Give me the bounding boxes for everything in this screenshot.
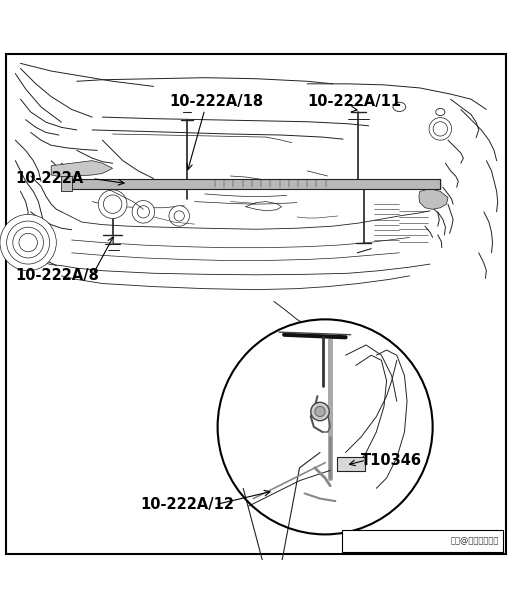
- Circle shape: [429, 117, 452, 140]
- Circle shape: [174, 211, 184, 221]
- Text: 10-222A: 10-222A: [15, 171, 83, 186]
- FancyBboxPatch shape: [342, 530, 503, 552]
- Circle shape: [218, 319, 433, 534]
- Ellipse shape: [436, 108, 445, 116]
- Polygon shape: [419, 189, 448, 209]
- Text: 10-222A/11: 10-222A/11: [307, 94, 401, 109]
- Text: T10346: T10346: [361, 453, 422, 468]
- Circle shape: [132, 201, 155, 223]
- Text: 10-222A/8: 10-222A/8: [15, 268, 99, 283]
- Circle shape: [7, 221, 50, 264]
- Circle shape: [0, 215, 56, 271]
- Text: 10-222A/12: 10-222A/12: [141, 497, 235, 512]
- Ellipse shape: [393, 102, 406, 111]
- Circle shape: [13, 227, 44, 258]
- Circle shape: [137, 206, 150, 218]
- Polygon shape: [51, 161, 113, 177]
- Circle shape: [19, 233, 37, 252]
- FancyBboxPatch shape: [61, 176, 72, 192]
- Circle shape: [433, 122, 447, 136]
- Text: 头条@汽车维修技巧: 头条@汽车维修技巧: [451, 536, 499, 545]
- Text: 10-222A/18: 10-222A/18: [169, 94, 263, 109]
- Circle shape: [98, 190, 127, 218]
- FancyBboxPatch shape: [337, 457, 365, 471]
- FancyBboxPatch shape: [67, 179, 440, 189]
- Circle shape: [169, 206, 189, 226]
- Circle shape: [311, 402, 329, 421]
- Circle shape: [315, 406, 325, 416]
- Circle shape: [103, 195, 122, 213]
